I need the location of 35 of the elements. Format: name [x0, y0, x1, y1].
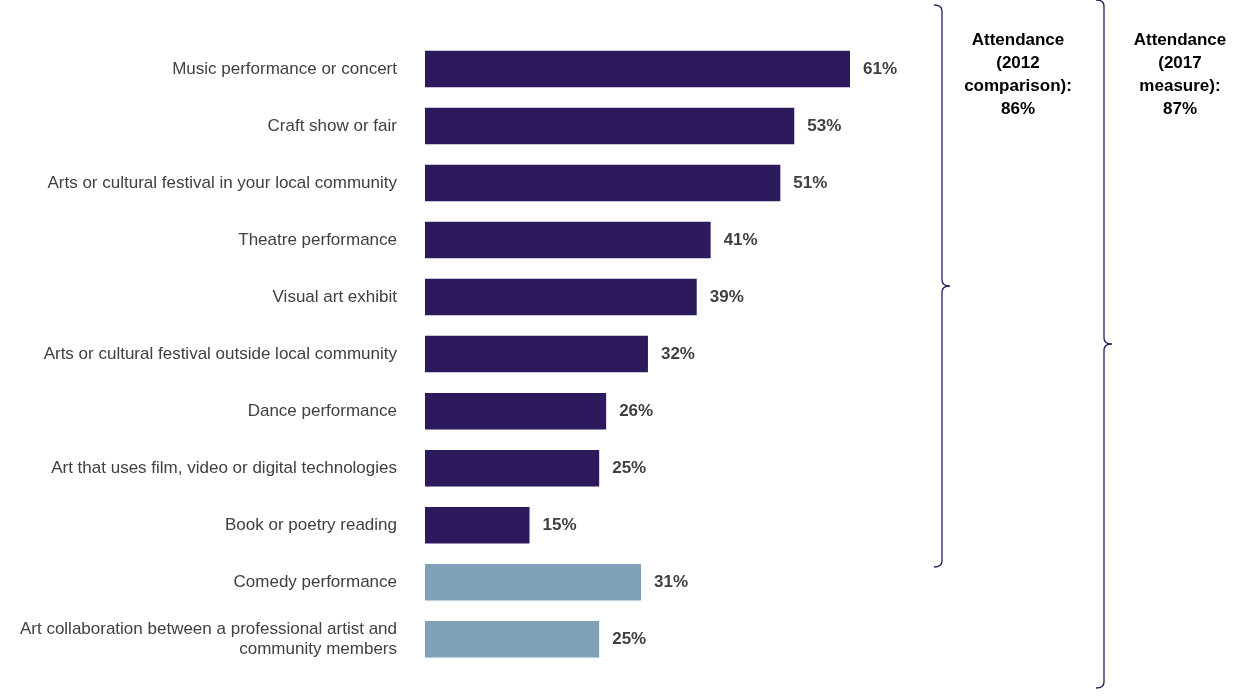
bar — [425, 621, 600, 658]
y-tick-label: Theatre performance — [238, 229, 397, 249]
data-label: 39% — [709, 286, 744, 306]
bar — [425, 221, 711, 259]
bar — [425, 335, 648, 373]
bar — [425, 50, 850, 88]
data-label: 26% — [619, 400, 654, 420]
bar — [425, 107, 795, 145]
data-label: 61% — [863, 58, 898, 78]
y-tick-label: Comedy performance — [233, 571, 397, 591]
data-label: 32% — [660, 343, 695, 363]
bar — [425, 278, 697, 316]
data-label: 53% — [807, 115, 842, 135]
y-tick-label: Arts or cultural festival outside local community — [43, 343, 398, 363]
bar — [425, 164, 781, 202]
y-tick-label: Dance performance — [247, 400, 397, 420]
bar — [425, 506, 530, 544]
data-label: 25% — [612, 628, 647, 648]
bar — [425, 563, 641, 601]
text: Attendance (2017 measure): 87% — [1132, 29, 1228, 120]
data-label: 51% — [793, 172, 828, 192]
y-tick-label: Art that uses film, video or digital technologies — [51, 457, 397, 477]
y-tick-label: Music performance or concert — [172, 58, 398, 78]
text: Attendance (2012 comparison): 86% — [963, 29, 1073, 120]
y-tick-label: Book or poetry reading — [225, 514, 397, 534]
data-label: 25% — [612, 457, 647, 477]
y-tick-label: Visual art exhibit — [272, 286, 398, 306]
data-label: 15% — [542, 514, 577, 534]
data-label: 31% — [653, 571, 689, 591]
y-tick-label: Arts or cultural festival in your local community — [47, 172, 398, 192]
y-tick-label: Craft show or fair — [267, 115, 398, 135]
y-tick-label: Art collaboration between a professional artist and community members — [19, 618, 397, 659]
bar — [425, 392, 607, 430]
data-label: 41% — [723, 229, 758, 249]
bar — [425, 449, 600, 487]
